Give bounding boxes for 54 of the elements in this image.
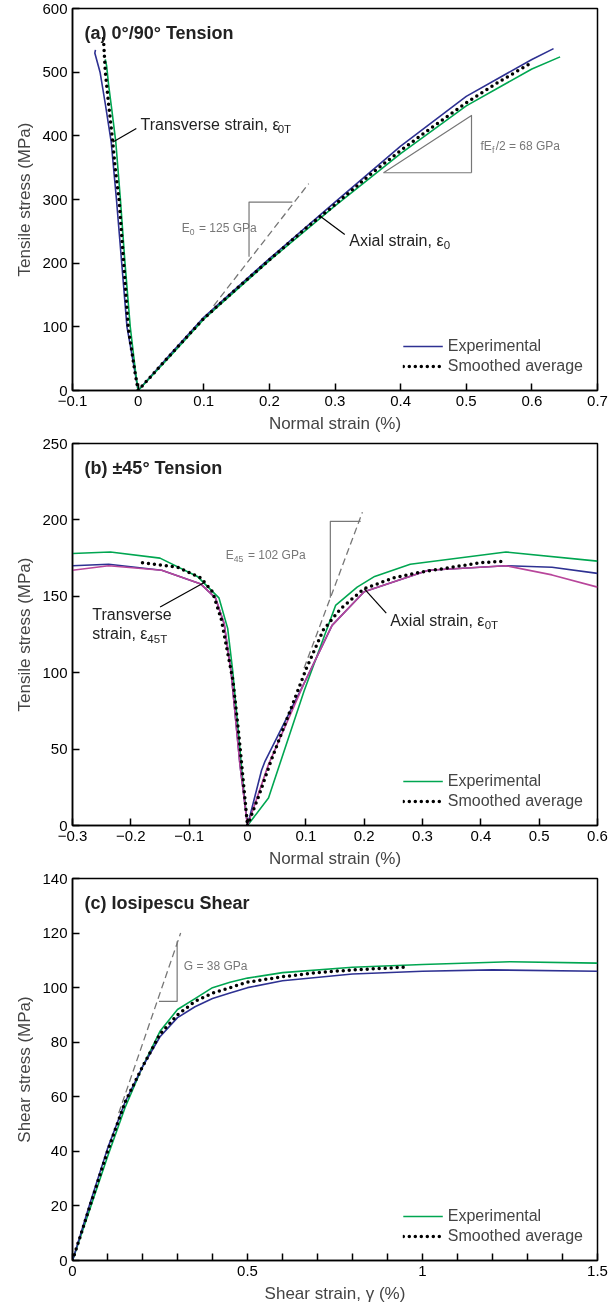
x-tick-label: 1 <box>418 1261 427 1279</box>
y-tick-label: 60 <box>50 1087 68 1105</box>
x-axis-title: Normal strain (%) <box>268 413 402 433</box>
y-axis-title: Tensile stress (MPa) <box>15 557 35 712</box>
y-tick-label: 50 <box>50 740 68 758</box>
x-tick-label: 0.2 <box>353 826 375 844</box>
legend-label: Smoothed average <box>447 357 583 375</box>
x-tick-label: 0.6 <box>521 391 543 409</box>
x-tick-label: 0 <box>243 826 252 844</box>
x-tick-label: −0.2 <box>116 826 146 844</box>
x-axis-title: Normal strain (%) <box>268 848 402 868</box>
y-tick-label: 300 <box>42 190 68 208</box>
y-axis-title: Tensile stress (MPa) <box>15 122 35 277</box>
y-tick-label: 250 <box>42 434 68 452</box>
x-tick-label: 0.4 <box>470 826 492 844</box>
x-tick-label: 0.1 <box>295 826 317 844</box>
y-tick-label: 200 <box>42 254 68 272</box>
x-tick-label: 0 <box>133 391 143 409</box>
legend-label: Smoothed average <box>447 1227 583 1245</box>
y-axis-title: Shear stress (MPa) <box>15 996 35 1143</box>
legend-label: Experimental <box>447 1207 542 1225</box>
y-tick-label: 120 <box>42 924 68 942</box>
y-tick-label: 100 <box>42 663 68 681</box>
y-tick-label: 200 <box>42 510 68 528</box>
x-tick-label: 0.5 <box>237 1261 258 1279</box>
x-tick-label: 0.1 <box>193 391 215 409</box>
y-tick-label: 150 <box>42 587 68 605</box>
text: (b) ±45° Tension <box>84 457 223 478</box>
y-tick-label: 100 <box>42 978 68 996</box>
y-tick-label: 600 <box>42 0 68 17</box>
y-tick-label: 140 <box>42 869 68 887</box>
x-tick-label: −0.1 <box>174 826 204 844</box>
y-tick-label: 40 <box>50 1142 68 1160</box>
x-tick-label: 0.3 <box>412 826 433 844</box>
y-tick-label: 400 <box>42 126 68 144</box>
x-tick-label: 0.5 <box>455 391 477 409</box>
y-tick-label: 100 <box>42 317 68 335</box>
x-tick-label: 0.5 <box>528 826 550 844</box>
x-tick-label: 0.3 <box>324 391 346 409</box>
x-tick-label: 0.2 <box>258 391 280 409</box>
y-tick-label: 80 <box>50 1033 68 1051</box>
x-tick-label: 0.7 <box>587 391 608 409</box>
text: (c) Iosipescu Shear <box>84 892 250 913</box>
y-tick-label: 20 <box>50 1196 68 1214</box>
y-tick-label: 500 <box>42 63 68 81</box>
legend-label: Experimental <box>447 772 542 790</box>
text: (a) 0°/90° Tension <box>84 22 234 43</box>
legend-label: Smoothed average <box>447 792 583 810</box>
x-tick-label: 1.5 <box>587 1261 608 1279</box>
x-tick-label: 0.6 <box>587 826 608 844</box>
legend-label: Experimental <box>447 337 542 355</box>
annotation: G = 38 GPa <box>183 959 248 974</box>
x-axis-title: Shear strain, γ (%) <box>264 1283 406 1303</box>
x-tick-label: 0.4 <box>390 391 412 409</box>
